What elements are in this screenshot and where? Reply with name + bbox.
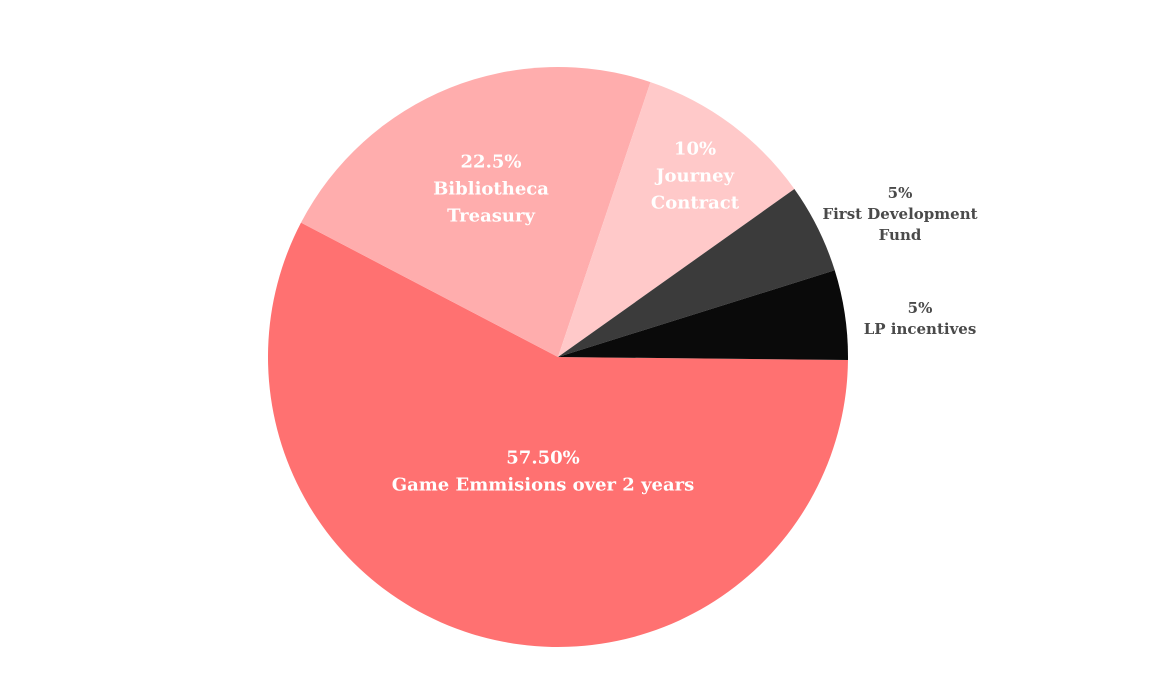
slice-percent: 57.50% (506, 448, 579, 469)
pie-slice-4 (558, 189, 835, 357)
slice-label-5: 5% LP incentives (864, 299, 977, 338)
slice-name-line: Journey (654, 166, 735, 187)
slice-name-line: Fund (879, 226, 922, 244)
slice-name-line: Contract (651, 193, 740, 214)
pie-slice-5 (558, 270, 848, 361)
slice-label-2: 22.5% Bibliotheca Treasury (433, 152, 549, 227)
pie-slice-2 (301, 67, 651, 357)
slice-percent: 22.5% (461, 152, 522, 173)
slice-name-line: Game Emmisions over 2 years (392, 475, 695, 496)
pie-slice-3 (558, 82, 795, 358)
slice-percent: 5% (908, 299, 933, 317)
slice-label-1: 57.50% Game Emmisions over 2 years (392, 448, 695, 496)
slice-name-line: LP incentives (864, 320, 977, 338)
slice-label-3: 10% Journey Contract (651, 139, 740, 214)
slice-label-4: 5% First Development Fund (822, 184, 977, 244)
slice-name-line: Treasury (447, 206, 535, 227)
pie-slice-1 (267, 222, 848, 648)
slice-name-line: First Development (822, 205, 977, 223)
slice-percent: 10% (674, 139, 716, 160)
slice-name-line: Bibliotheca (433, 179, 549, 200)
slice-percent: 5% (888, 184, 913, 202)
